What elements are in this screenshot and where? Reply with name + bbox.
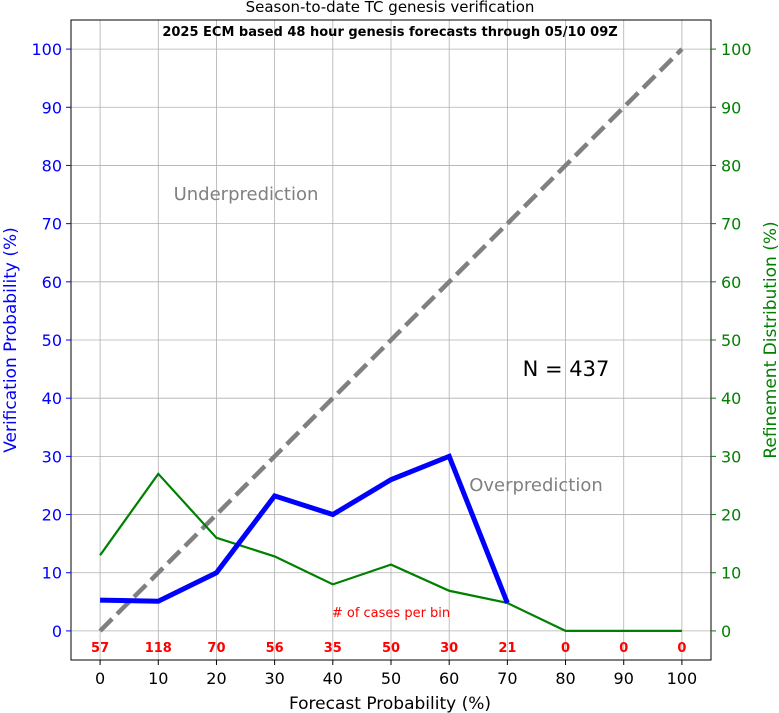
case-count-label: 35 (324, 641, 342, 656)
y-left-tick-label: 60 (42, 273, 62, 292)
case-count-label: 56 (266, 641, 284, 656)
grid (71, 20, 711, 660)
y-axis-label-right: Refinement Distribution (%) (761, 221, 779, 458)
y-left-tick-label: 100 (31, 40, 62, 59)
y-axis-label-left: Verification Probability (%) (1, 227, 21, 453)
verification-line (100, 453, 510, 604)
case-count-label: 50 (382, 641, 400, 656)
y-left-tick-label: 30 (42, 447, 62, 466)
y-right-tick-label: 10 (721, 564, 741, 583)
refinement-line (99, 472, 682, 633)
x-tick-label: 50 (381, 669, 401, 688)
plot-marks: 57 118 70 56 35 50 30 21 0 0 0 (91, 47, 686, 656)
case-count-label: 70 (207, 641, 225, 656)
y-right-tick-label: 60 (721, 273, 741, 292)
y-right-tick-label: 100 (721, 40, 752, 59)
y-right-tick-label: 20 (721, 506, 741, 525)
y-left-tick-label: 80 (42, 156, 62, 175)
y-left-tick-label: 20 (42, 506, 62, 525)
y-right-tick-label: 50 (721, 331, 741, 350)
x-tick-label: 90 (614, 669, 634, 688)
cases-per-bin-label: # of cases per bin (332, 606, 450, 621)
case-count-label: 118 (145, 641, 172, 656)
underprediction-label: Underprediction (174, 184, 319, 205)
x-tick-label: 0 (95, 669, 105, 688)
y-right-tick-label: 30 (721, 447, 741, 466)
y-left-tick-label: 50 (42, 331, 62, 350)
x-tick-label: 60 (439, 669, 459, 688)
y-left-tick-label: 10 (42, 564, 62, 583)
x-tick-label: 100 (667, 669, 698, 688)
y-right-tick-label: 80 (721, 156, 741, 175)
perfect-reliability-line (98, 47, 684, 633)
y-right-tick-label: 90 (721, 98, 741, 117)
case-count-label: 0 (619, 641, 628, 656)
case-count-label: 0 (677, 641, 686, 656)
y-left-tick-label: 70 (42, 215, 62, 234)
x-tick-label: 40 (323, 669, 343, 688)
case-count-label: 0 (561, 641, 570, 656)
chart-subtitle: 2025 ECM based 48 hour genesis forecasts… (162, 25, 617, 40)
y-right-tick-label: 40 (721, 389, 741, 408)
chart-title: Season-to-date TC genesis verification (246, 0, 535, 16)
x-tick-label: 30 (264, 669, 284, 688)
axes: 0 10 20 30 40 50 60 70 80 90 100 0 0 10 10 20 20 30 30 40 40… (31, 40, 751, 688)
x-tick-label: 10 (148, 669, 168, 688)
case-count-label: 21 (498, 641, 516, 656)
case-count-label: 30 (440, 641, 458, 656)
y-left-tick-label: 40 (42, 389, 62, 408)
x-axis-label: Forecast Probability (%) (289, 694, 491, 713)
sample-size-label: N = 437 (523, 357, 610, 381)
case-count-label: 57 (91, 641, 109, 656)
x-tick-label: 70 (497, 669, 517, 688)
y-left-tick-label: 90 (42, 98, 62, 117)
y-right-tick-label: 70 (721, 215, 741, 234)
y-left-tick-label: 0 (52, 622, 62, 641)
x-tick-label: 80 (555, 669, 575, 688)
x-tick-label: 20 (206, 669, 226, 688)
overprediction-label: Overprediction (469, 475, 603, 496)
y-right-tick-label: 0 (721, 622, 731, 641)
